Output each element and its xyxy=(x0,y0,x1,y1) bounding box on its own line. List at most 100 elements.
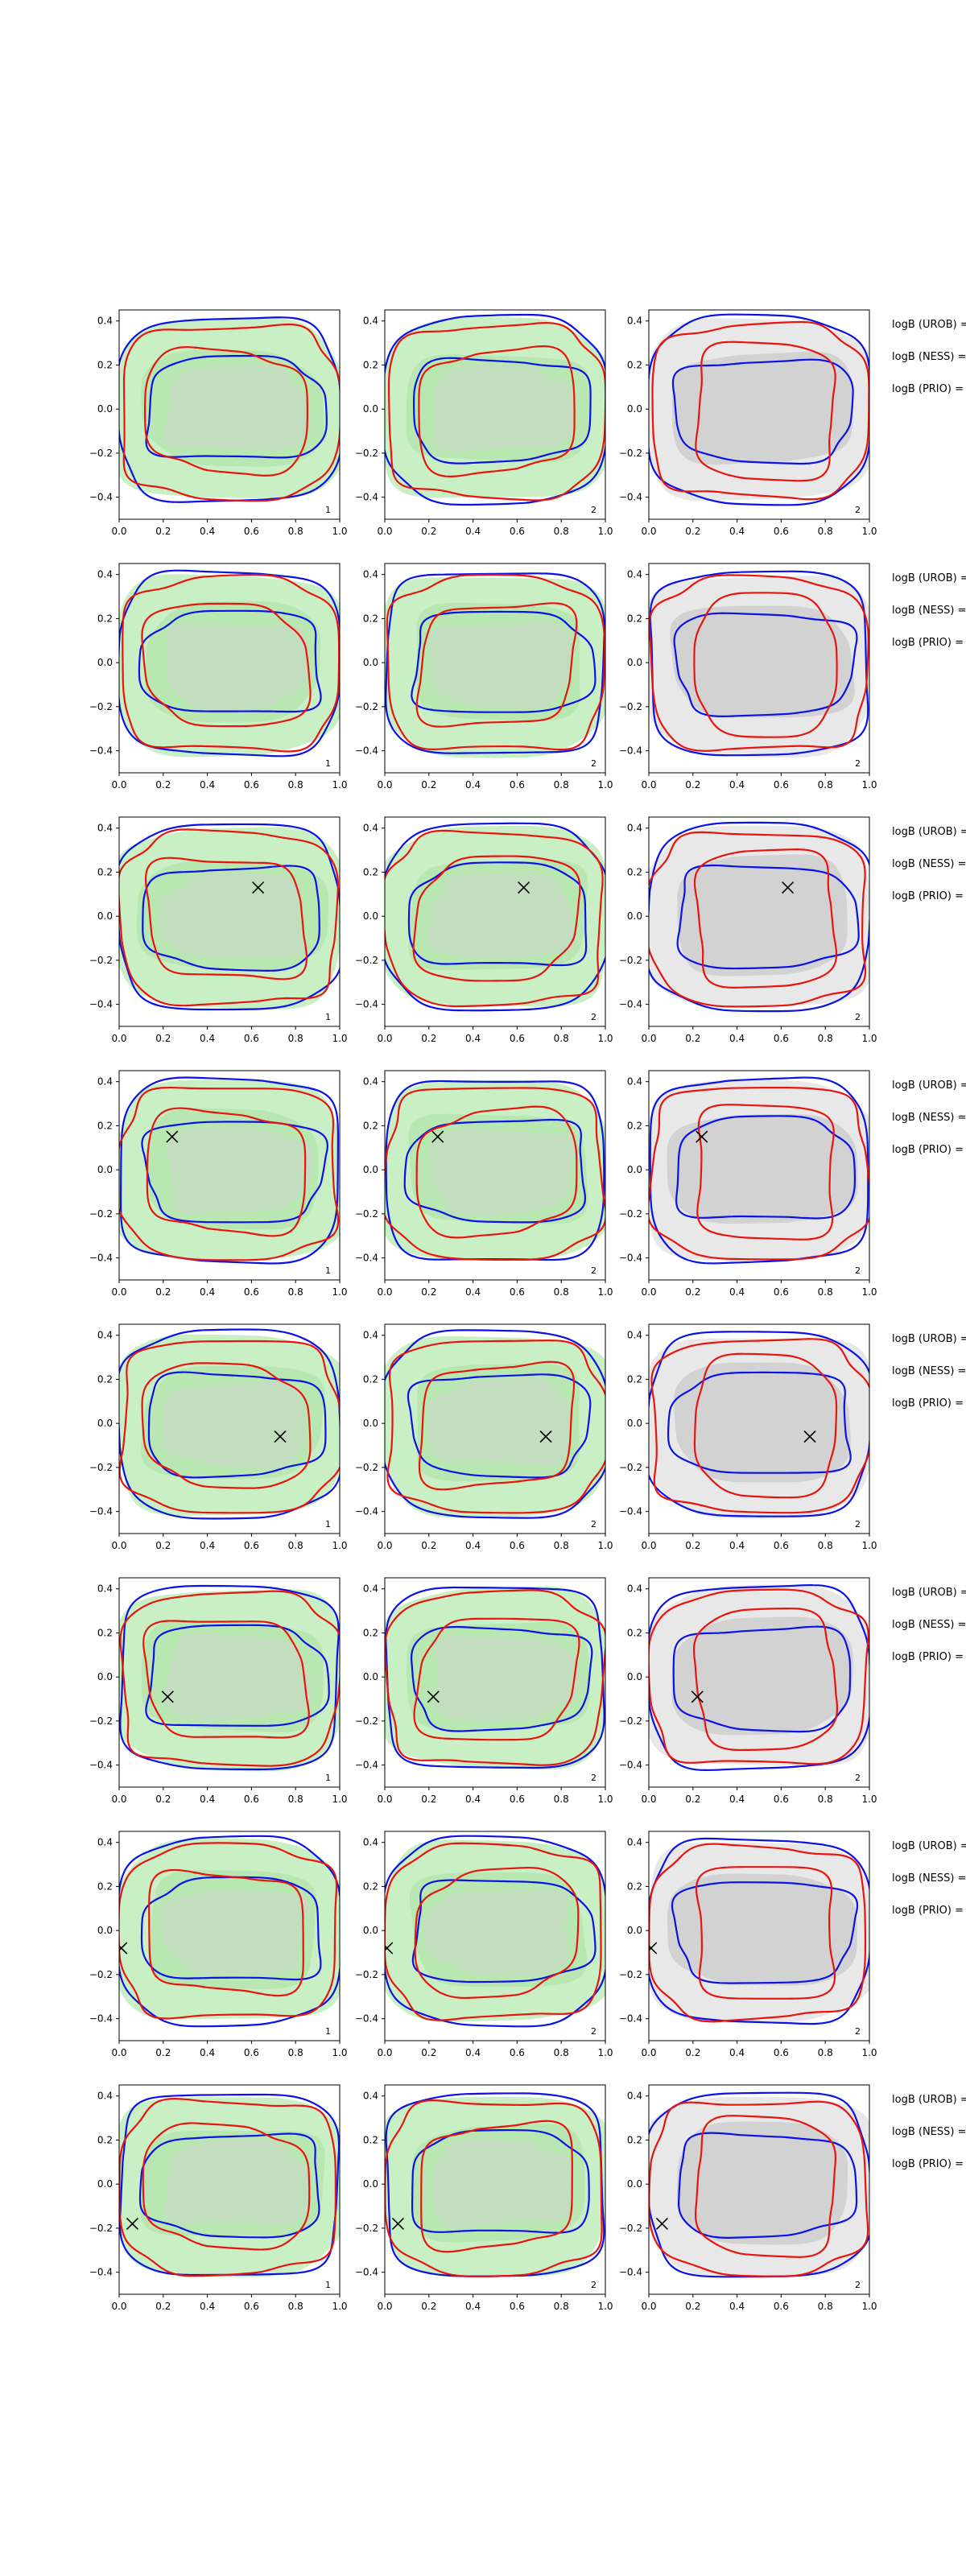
y-tick-label: −0.4 xyxy=(355,1253,378,1264)
red-contour-inner xyxy=(692,1607,839,1752)
x-tick-label: 1.0 xyxy=(597,1286,613,1298)
panel-r4-c3: 2 0.4 0.2 0.0 −0.2 −0.4 0.0 0.2 0.4 0.6 0.8 1.0 xyxy=(619,1070,877,1298)
panel-index-label: 2 xyxy=(591,2026,597,2037)
x-tick-label: 1.0 xyxy=(861,526,877,537)
x-tick-label: 0.6 xyxy=(774,779,789,791)
x-tick-label: 0.0 xyxy=(641,1033,656,1044)
red-contour-inner xyxy=(146,1107,307,1237)
blue-contour-outer xyxy=(649,821,869,1013)
panel-plot-area xyxy=(385,822,605,1012)
red-contour-inner xyxy=(693,592,838,738)
red-contour-inner xyxy=(418,1360,576,1491)
y-tick-label: −0.4 xyxy=(355,492,378,503)
panel-index-label: 2 xyxy=(591,758,597,769)
y-tick-label: 0.0 xyxy=(363,1925,378,1936)
y-tick-label: −0.4 xyxy=(355,1760,378,1771)
red-contour-outer xyxy=(649,1086,869,1261)
x-tick-label: 0.4 xyxy=(729,1794,745,1805)
blue-contour-outer xyxy=(119,1835,340,2028)
blue-contour-outer xyxy=(649,313,869,506)
y-tick-label: −0.2 xyxy=(619,1969,642,1980)
panel-r6-c3: 2 0.4 0.2 0.0 −0.2 −0.4 0.0 0.2 0.4 0.6 0.8 1.0 xyxy=(619,1577,877,1805)
red-contour-inner xyxy=(696,1104,835,1241)
x-tick-label: 0.6 xyxy=(244,526,259,537)
x-tick-label: 0.2 xyxy=(421,1794,436,1805)
blue-contour-outer xyxy=(385,1329,605,1519)
axes-frame xyxy=(384,2084,606,2295)
y-tick-label: 0.0 xyxy=(627,403,642,415)
bayes-factor-label: logB (NESS) = xyxy=(892,1872,966,1885)
y-tick-label: −0.2 xyxy=(619,448,642,459)
panel-plot-area xyxy=(649,570,869,758)
y-tick-label: −0.2 xyxy=(355,955,378,966)
axes-frame xyxy=(648,2084,870,2295)
x-tick-label: 0.8 xyxy=(554,2047,569,2058)
red-contour-outer xyxy=(119,828,340,1007)
axes-frame xyxy=(118,309,341,520)
panel-plot-area xyxy=(649,2091,869,2278)
red-contour-inner xyxy=(693,848,838,989)
y-tick-label: 0.0 xyxy=(627,1925,642,1936)
x-tick-label: 0.2 xyxy=(155,2047,171,2058)
red-contour-outer xyxy=(119,1086,340,1261)
true-value-marker xyxy=(431,1130,444,1143)
y-tick-label: 0.2 xyxy=(627,1120,642,1131)
x-tick-label: 0.2 xyxy=(685,1033,700,1044)
density-fill-core xyxy=(163,364,311,451)
x-tick-label: 0.8 xyxy=(818,1286,833,1298)
red-contour-inner xyxy=(695,1866,836,2000)
panel-r3-c3: 2 0.4 0.2 0.0 −0.2 −0.4 0.0 0.2 0.4 0.6 0.8 1.0 xyxy=(619,816,877,1044)
y-tick-label: −0.4 xyxy=(355,2267,378,2278)
y-tick-label: 0.0 xyxy=(363,403,378,415)
y-tick-label: −0.4 xyxy=(89,1760,113,1771)
y-tick-label: −0.4 xyxy=(89,492,113,503)
axes-frame xyxy=(118,1831,341,2041)
red-contour-outer xyxy=(385,829,604,1008)
red-contour-outer xyxy=(385,1589,605,1766)
panel-index-label: 2 xyxy=(855,1773,861,1783)
panel-plot-area xyxy=(119,569,340,758)
blue-contour-inner xyxy=(411,610,597,713)
y-tick-label: 0.0 xyxy=(363,1164,378,1175)
x-tick-label: 0.6 xyxy=(244,1033,259,1044)
y-tick-label: 0.0 xyxy=(627,1164,642,1175)
panel-plot-area xyxy=(119,316,340,503)
panel-index-label: 2 xyxy=(591,2280,597,2290)
y-tick-label: 0.2 xyxy=(363,359,378,370)
y-tick-label: −0.4 xyxy=(89,745,113,757)
bayes-factor-label: logB (UROB) = xyxy=(892,826,966,838)
x-tick-label: 1.0 xyxy=(861,1033,877,1044)
red-contour-inner xyxy=(143,346,309,477)
true-value-marker xyxy=(782,881,795,894)
x-tick-label: 0.8 xyxy=(818,526,833,537)
panel-plot-area xyxy=(385,1080,605,1261)
y-tick-label: −0.2 xyxy=(619,1208,642,1220)
y-tick-label: 0.2 xyxy=(363,1880,378,1892)
panel-r1-c3: 2 0.4 0.2 0.0 −0.2 −0.4 0.0 0.2 0.4 0.6 0.8 1.0 xyxy=(619,309,877,537)
red-contour-outer xyxy=(385,1842,602,2021)
y-tick-label: 0.2 xyxy=(363,1627,378,1638)
red-contour-outer xyxy=(119,1842,338,2020)
x-tick-label: 0.0 xyxy=(641,526,656,537)
x-tick-label: 0.8 xyxy=(554,779,569,791)
bayes-factor-label: logB (NESS) = xyxy=(892,2126,966,2138)
x-tick-label: 0.2 xyxy=(155,1794,171,1805)
y-tick-label: 0.2 xyxy=(627,1880,642,1892)
panel-plot-area xyxy=(385,1329,605,1519)
y-tick-label: 0.2 xyxy=(97,1627,113,1638)
x-tick-label: 0.4 xyxy=(200,1540,215,1551)
panel-index-label: 1 xyxy=(325,505,331,515)
x-tick-label: 1.0 xyxy=(332,1033,347,1044)
x-tick-label: 0.8 xyxy=(554,526,569,537)
x-tick-label: 1.0 xyxy=(332,1286,347,1298)
x-tick-label: 0.2 xyxy=(685,1794,700,1805)
x-tick-label: 0.8 xyxy=(288,779,303,791)
panel-r8-c1: 1 0.4 0.2 0.0 −0.2 −0.4 0.0 0.2 0.4 0.6 0.8 1.0 xyxy=(89,2084,348,2312)
y-tick-label: 0.0 xyxy=(363,910,378,922)
x-tick-label: 0.0 xyxy=(111,526,126,537)
blue-contour-outer xyxy=(649,1331,869,1517)
y-tick-label: −0.4 xyxy=(89,999,113,1010)
density-fill-inner xyxy=(671,1616,853,1736)
panel-index-label: 1 xyxy=(325,2026,331,2037)
x-tick-label: 1.0 xyxy=(332,2301,347,2312)
